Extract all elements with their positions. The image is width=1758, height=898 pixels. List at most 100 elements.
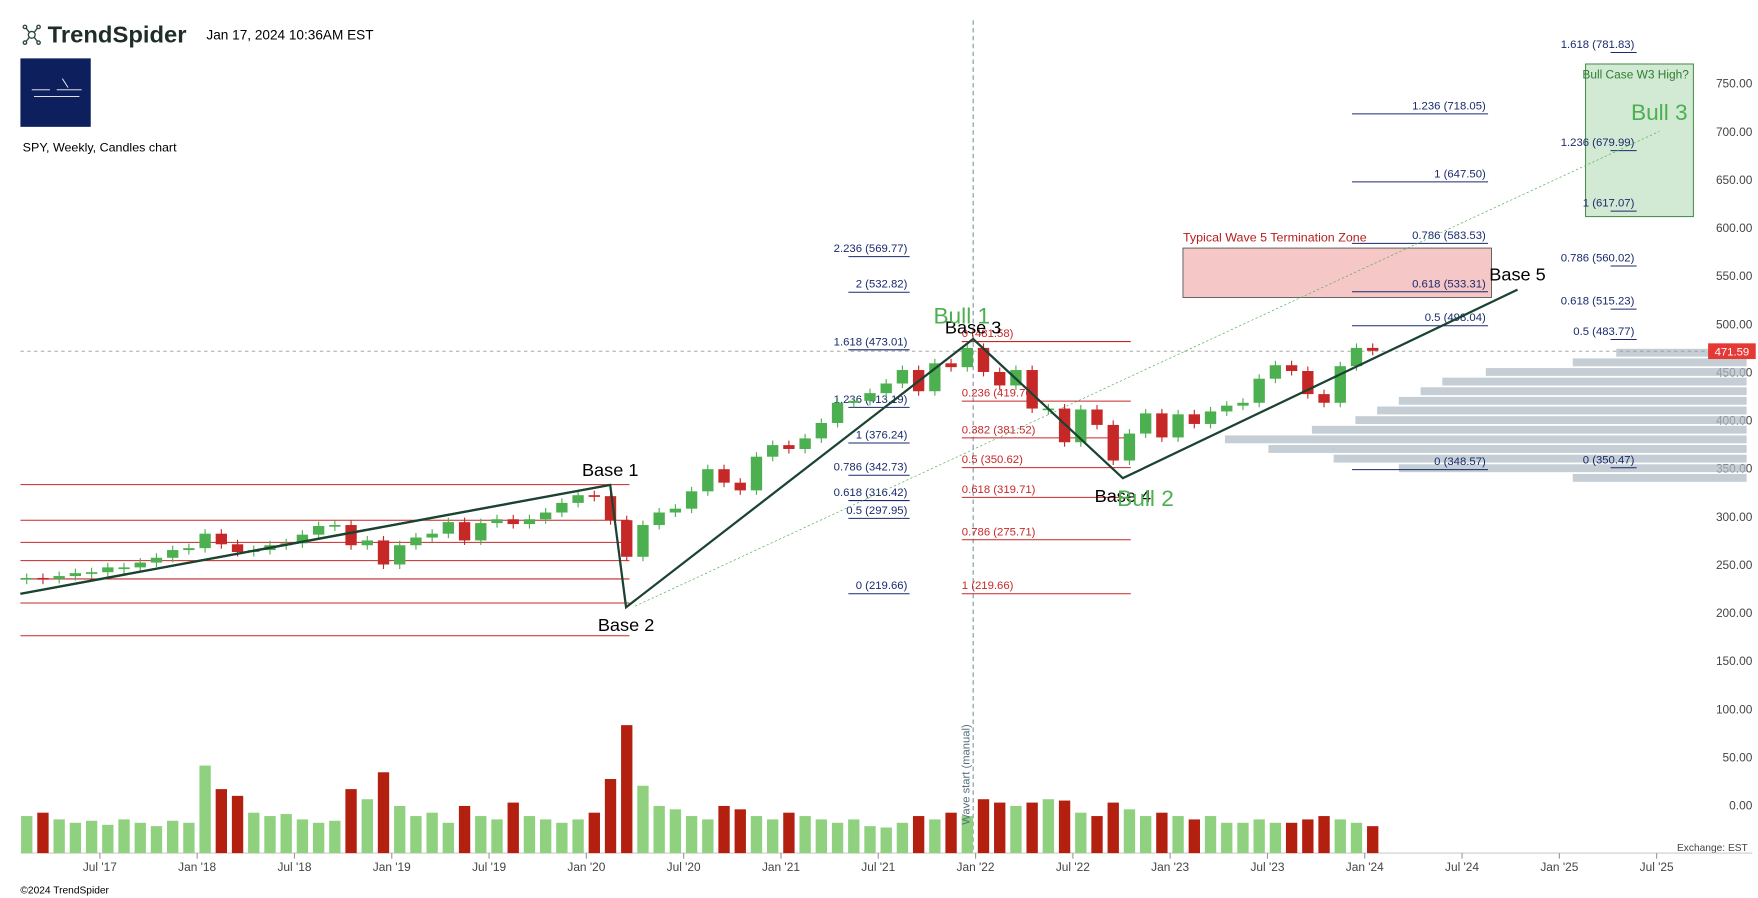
volume-bar [669,809,682,854]
volume-bar [394,805,406,854]
volume-bar [345,789,357,854]
subtitle: SPY, Weekly, Candles chart [23,141,177,155]
volume-bar [167,820,179,854]
volume-bar [685,816,698,854]
x-tick-label: Jul '19 [472,860,506,874]
x-tick-label: Jul '20 [667,860,701,874]
volume-bar [1253,819,1265,854]
volume-bar [118,819,130,854]
candle [394,545,406,565]
volume-profile-bar [1311,425,1747,434]
volume-bar [231,795,244,854]
annotation: Typical Wave 5 Termination Zone [1183,230,1367,244]
candle [1075,409,1087,443]
candle [880,383,892,394]
candle [21,577,33,580]
candle [896,370,909,384]
annotation: Base 1 [582,460,638,480]
fib-label: 2 (532.82) [856,279,908,291]
candle [215,533,228,545]
candle [767,445,779,457]
volume-bar [702,819,714,854]
candle [1269,365,1282,379]
volume-bar [458,805,471,854]
volume-profile-bar [1442,377,1747,386]
x-tick-label: Jul '24 [1445,860,1479,874]
candle [1026,370,1038,409]
volume-bar [264,816,276,854]
candle [588,495,600,497]
candle [783,445,795,449]
fib-label: 0.236 (419.76) [962,388,1036,400]
volume-bar [523,816,536,854]
fib-label: 1 (219.66) [962,580,1014,592]
fib-label: 0.382 (381.52) [962,424,1036,436]
candle [750,456,763,491]
brand: TrendSpider [48,23,187,49]
volume-bar [426,812,438,854]
volume-bar [815,819,828,854]
fib-label: 1 (617.07) [1583,198,1635,210]
fib-label: 0.618 (533.31) [1412,278,1486,290]
y-tick-label: 50.00 [1723,751,1753,765]
candle [702,469,714,492]
volume-bar [880,827,892,854]
volume-bar [1334,819,1346,854]
volume-bar [961,816,973,854]
candle [621,520,633,557]
candle [53,576,65,579]
volume-bar [53,819,65,854]
candle [572,495,584,503]
volume-bar [1091,816,1103,854]
volume-bar [37,812,49,854]
volume-bar [896,822,909,854]
annotation: Bull 1 [933,303,990,328]
fib-label: 0 (219.66) [856,580,908,592]
volume-bar [637,785,649,854]
candle [1302,371,1314,395]
y-tick-label: 650.00 [1716,173,1753,187]
timestamp: Jan 17, 2024 10:36AM EST [206,27,373,42]
fib-label: 1.618 (781.83) [1561,39,1635,51]
candle [1188,414,1200,424]
fib-label: 0 (350.47) [1583,454,1635,466]
x-tick-label: Jan '21 [762,860,800,874]
candle [815,422,828,439]
y-tick-label: 550.00 [1716,269,1753,283]
candle [1139,413,1152,434]
fib-label: 0.618 (319.71) [962,484,1036,496]
candle [864,393,876,401]
volume-profile-bar [1355,416,1747,425]
wave-start-note: Wave start (manual) [961,724,973,825]
volume-bar [994,802,1006,854]
candle [1237,402,1249,406]
fib-label: 0 (481.58) [962,328,1014,340]
candle [199,533,211,549]
volume-bar [69,822,82,854]
volume-bar [556,822,568,854]
candle [929,363,941,392]
candle [604,496,617,521]
logo-icon [22,24,41,46]
wave-line [20,483,611,595]
volume-bar [85,820,98,854]
x-tick-label: Jan '23 [1151,860,1189,874]
y-tick-label: 0.00 [1729,799,1753,813]
volume-bar [588,812,600,854]
candle [1204,411,1217,424]
fib-label: 1 (647.50) [1434,168,1486,180]
candle [69,573,82,577]
x-tick-label: Jul '22 [1056,860,1090,874]
annotation: Base 5 [1489,265,1545,285]
candle [231,544,244,552]
candle [945,363,957,368]
volume-bar [831,822,844,854]
volume-bar [1010,805,1022,854]
fib-label: 0.786 (583.53) [1412,230,1486,242]
volume-bar [783,812,795,854]
volume-bar [1107,802,1119,854]
annotation: Bull Case W3 High? [1582,68,1689,82]
volume-bar [134,822,146,854]
volume-bar [1269,822,1282,854]
candle [799,438,811,449]
